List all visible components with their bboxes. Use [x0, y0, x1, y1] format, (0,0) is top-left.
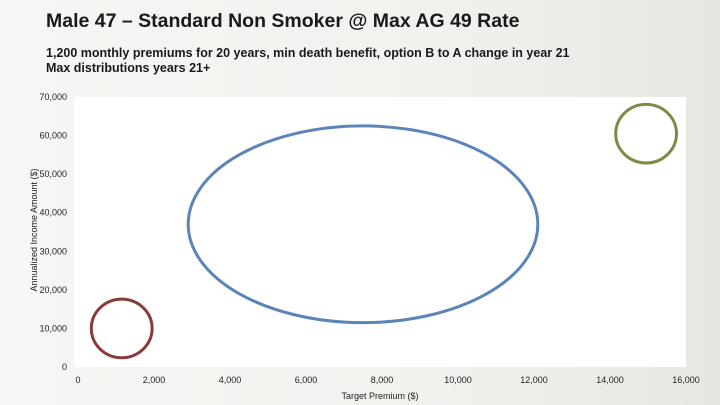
y-tick-label: 50,000	[39, 169, 67, 179]
x-tick-label: 0	[75, 375, 80, 385]
y-tick-label: 60,000	[39, 131, 67, 141]
y-tick-label: 70,000	[39, 92, 67, 102]
ellipse-markers	[89, 102, 678, 360]
x-tick-label: 4,000	[219, 375, 242, 385]
y-tick-label: 30,000	[39, 246, 67, 256]
subtitle-line-2: Max distributions years 21+	[46, 61, 211, 75]
x-tick-label: 6,000	[295, 375, 318, 385]
ellipse-mid	[186, 124, 540, 325]
ellipse-high	[614, 102, 678, 165]
x-tick-label: 16,000	[672, 375, 700, 385]
x-tick-label: 12,000	[520, 375, 548, 385]
slide-subtitle: 1,200 monthly premiums for 20 years, min…	[46, 46, 570, 76]
y-axis-ticks: 0 10,000 20,000 30,000 40,000 50,000 60,000 70,…	[39, 92, 67, 372]
x-tick-label: 8,000	[371, 375, 394, 385]
y-axis-label: Annualized Income Amount ($)	[29, 168, 39, 292]
slide-title: Male 47 – Standard Non Smoker @ Max AG 4…	[46, 10, 520, 32]
x-tick-label: 10,000	[444, 375, 472, 385]
x-axis-label: Target Premium ($)	[341, 391, 419, 401]
x-axis-ticks: 0 2,000 4,000 6,000 8,000 10,000 12,000 14,000 1…	[75, 375, 699, 385]
y-tick-label: 20,000	[39, 285, 67, 295]
subtitle-line-1: 1,200 monthly premiums for 20 years, min…	[46, 46, 570, 60]
x-tick-label: 2,000	[143, 375, 166, 385]
y-tick-label: 0	[62, 362, 67, 372]
y-tick-label: 40,000	[39, 208, 67, 218]
x-tick-label: 14,000	[596, 375, 624, 385]
ellipse-low	[89, 297, 154, 360]
y-tick-label: 10,000	[39, 323, 67, 333]
